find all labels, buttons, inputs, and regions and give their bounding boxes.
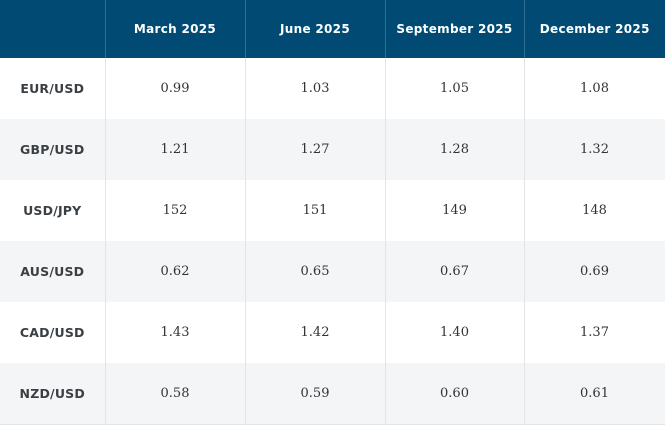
rate-cell: 0.62 (104, 241, 245, 302)
rate-cell: 149 (384, 180, 524, 241)
rate-cell: 0.58 (104, 363, 245, 425)
currency-pair-label: CAD/USD (0, 302, 105, 363)
rate-cell: 1.08 (523, 58, 665, 119)
rate-cell: 0.59 (244, 363, 385, 425)
rate-cell: 0.99 (104, 58, 245, 119)
rate-cell: 152 (104, 180, 245, 241)
rate-cell: 1.28 (384, 119, 524, 180)
rate-cell: 1.43 (104, 302, 245, 363)
rate-cell: 1.27 (244, 119, 385, 180)
rate-cell: 0.65 (244, 241, 385, 302)
table-row: USD/JPY 152 151 149 148 (0, 180, 665, 241)
rate-cell: 1.37 (523, 302, 665, 363)
rate-cell: 1.32 (523, 119, 665, 180)
rate-cell: 0.67 (384, 241, 524, 302)
rate-cell: 1.42 (244, 302, 385, 363)
header-cell-june-2025: June 2025 (244, 0, 385, 58)
header-row: March 2025 June 2025 September 2025 Dece… (0, 0, 665, 58)
header-cell-pair (0, 0, 105, 58)
rate-cell: 1.03 (244, 58, 385, 119)
table-header: March 2025 June 2025 September 2025 Dece… (0, 0, 665, 58)
table-row: NZD/USD 0.58 0.59 0.60 0.61 (0, 363, 665, 425)
currency-pair-label: EUR/USD (0, 58, 105, 119)
currency-pair-label: GBP/USD (0, 119, 105, 180)
header-cell-december-2025: December 2025 (523, 0, 665, 58)
table-row: EUR/USD 0.99 1.03 1.05 1.08 (0, 58, 665, 119)
table-row: GBP/USD 1.21 1.27 1.28 1.32 (0, 119, 665, 180)
header-cell-september-2025: September 2025 (384, 0, 524, 58)
header-cell-march-2025: March 2025 (104, 0, 245, 58)
rate-cell: 1.21 (104, 119, 245, 180)
currency-pair-label: USD/JPY (0, 180, 105, 241)
rate-cell: 1.05 (384, 58, 524, 119)
rate-cell: 0.69 (523, 241, 665, 302)
rate-cell: 0.60 (384, 363, 524, 425)
currency-pair-label: NZD/USD (0, 363, 105, 425)
table-row: AUS/USD 0.62 0.65 0.67 0.69 (0, 241, 665, 302)
rate-cell: 148 (523, 180, 665, 241)
rate-cell: 0.61 (523, 363, 665, 425)
table-body: EUR/USD 0.99 1.03 1.05 1.08 GBP/USD 1.21… (0, 58, 665, 425)
rate-cell: 1.40 (384, 302, 524, 363)
currency-pair-label: AUS/USD (0, 241, 105, 302)
table-row: CAD/USD 1.43 1.42 1.40 1.37 (0, 302, 665, 363)
rate-cell: 151 (244, 180, 385, 241)
